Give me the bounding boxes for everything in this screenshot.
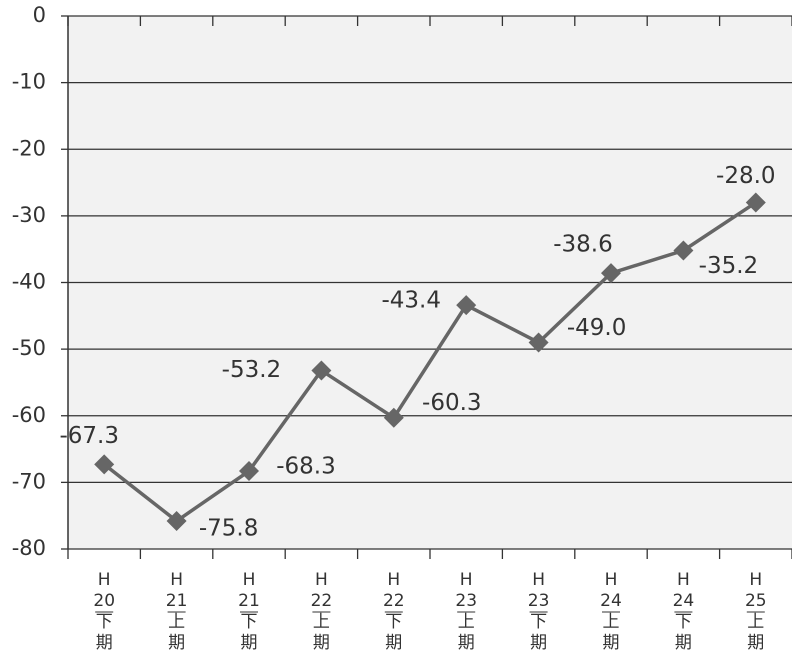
x-tick-label: H xyxy=(605,570,618,590)
data-label: -38.6 xyxy=(553,232,613,258)
data-label: -68.3 xyxy=(276,454,336,480)
x-tick-label: 期 xyxy=(458,633,475,653)
x-tick-label: H xyxy=(677,570,690,590)
marker xyxy=(673,240,694,261)
marker xyxy=(456,295,477,316)
marker xyxy=(94,454,115,475)
x-tick-label: 下 xyxy=(96,612,113,632)
x-tick-label: H xyxy=(315,570,328,590)
x-tick-label: 期 xyxy=(313,633,330,653)
y-tick-label: -20 xyxy=(12,136,46,160)
marker xyxy=(601,263,621,284)
y-tick-label: -30 xyxy=(12,203,46,227)
x-tick-label: 期 xyxy=(96,633,113,653)
x-tick-label: 期 xyxy=(530,633,547,653)
y-tick-label: -40 xyxy=(12,270,46,294)
marker xyxy=(745,192,766,213)
x-tick-label: 期 xyxy=(385,633,402,653)
x-tick-label: 22 xyxy=(383,591,405,611)
marker xyxy=(166,511,187,532)
y-tick-label: -80 xyxy=(12,536,46,560)
y-tick-label: -70 xyxy=(12,469,46,493)
marker xyxy=(311,360,332,381)
y-tick-label: -60 xyxy=(12,403,46,427)
x-tick-label: H xyxy=(532,570,545,590)
marker xyxy=(239,461,259,482)
x-tick-label: H xyxy=(170,570,183,590)
data-label: -28.0 xyxy=(716,163,776,189)
x-tick-label: 22 xyxy=(311,591,333,611)
x-tick-label: 上 xyxy=(603,612,620,632)
x-tick-label: 20 xyxy=(93,591,115,611)
x-tick-label: 21 xyxy=(238,591,260,611)
y-tick-label: 0 xyxy=(33,3,46,27)
x-tick-label: 24 xyxy=(600,591,622,611)
x-tick-label: 上 xyxy=(168,612,185,632)
x-tick-label: 期 xyxy=(168,633,185,653)
marker xyxy=(383,407,404,428)
x-tick-label: H xyxy=(387,570,400,590)
x-tick-label: 25 xyxy=(745,591,767,611)
x-tick-label: H xyxy=(749,570,762,590)
data-label: -49.0 xyxy=(567,315,627,341)
x-tick-label: 上 xyxy=(747,612,764,632)
x-tick-label: 期 xyxy=(747,633,764,653)
x-tick-label: 23 xyxy=(528,591,550,611)
series-line xyxy=(103,201,757,524)
x-tick-label: 下 xyxy=(385,612,402,632)
x-tick-label: H xyxy=(98,570,111,590)
x-tick-label: 期 xyxy=(675,633,692,653)
x-tick-label: 上 xyxy=(313,612,330,632)
data-label: -60.3 xyxy=(422,390,482,416)
x-tick-label: 期 xyxy=(603,633,620,653)
x-tick-label: 期 xyxy=(241,633,258,653)
x-tick-label: 下 xyxy=(675,612,692,632)
x-tick-label: 下 xyxy=(530,612,547,632)
x-tick-label: H xyxy=(460,570,473,590)
x-tick-label: 21 xyxy=(166,591,188,611)
x-tick-label: 24 xyxy=(673,591,695,611)
y-tick-label: -50 xyxy=(12,336,46,360)
y-tick-label: -10 xyxy=(12,70,46,94)
data-label: -35.2 xyxy=(699,253,759,279)
x-tick-label: 下 xyxy=(241,612,258,632)
x-tick-label: 23 xyxy=(455,591,477,611)
data-label: -43.4 xyxy=(381,288,441,314)
x-tick-label: 上 xyxy=(458,612,475,632)
marker xyxy=(528,332,549,353)
data-label: -53.2 xyxy=(222,357,282,383)
data-label: -67.3 xyxy=(59,423,119,449)
data-label: -75.8 xyxy=(199,516,259,542)
x-tick-label: H xyxy=(243,570,256,590)
